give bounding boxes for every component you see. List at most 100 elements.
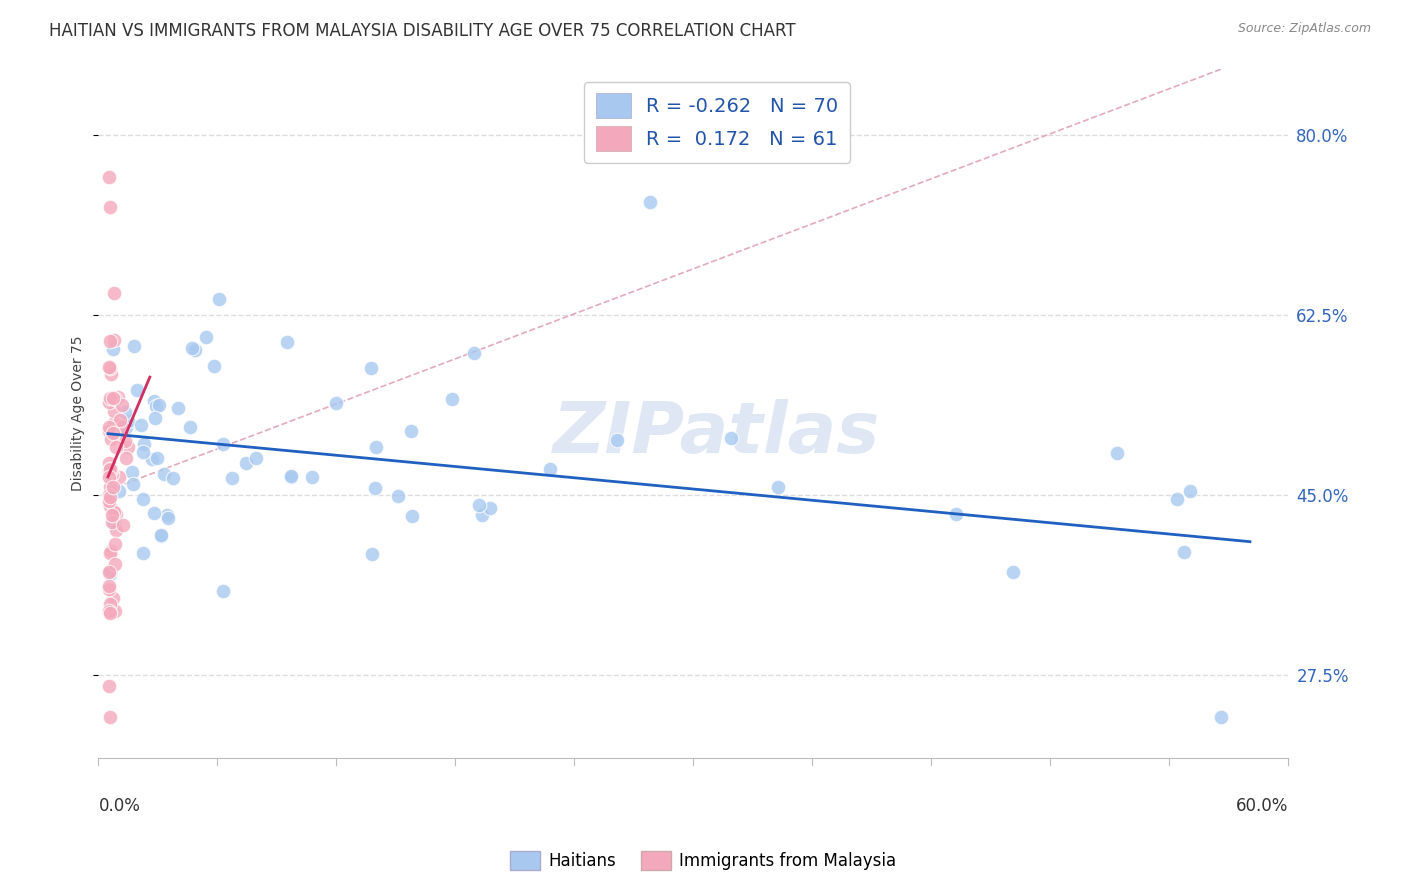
Point: [149, 529, 172, 543]
Point: [100, 467, 122, 482]
Point: [97, 582, 120, 596]
Point: [121, 476, 143, 491]
Point: [211, 437, 233, 451]
Point: [141, 452, 163, 467]
Text: Source: ZipAtlas.com: Source: ZipAtlas.com: [1237, 22, 1371, 36]
Point: [387, 489, 409, 503]
Point: [366, 440, 388, 454]
Point: [157, 511, 180, 525]
Point: [440, 392, 463, 407]
Point: [479, 500, 502, 515]
Point: [101, 508, 124, 523]
Point: [142, 506, 165, 520]
Point: [97, 394, 120, 409]
Point: [97, 359, 120, 374]
Point: [134, 437, 156, 451]
Point: [98, 546, 121, 560]
Point: [97, 579, 120, 593]
Point: [103, 403, 125, 417]
Point: [98, 462, 121, 476]
Point: [606, 434, 628, 448]
Point: [153, 467, 176, 481]
Point: [97, 456, 120, 470]
Point: [361, 547, 384, 561]
Point: [766, 480, 789, 494]
Point: [208, 292, 231, 306]
Point: [100, 544, 122, 558]
Point: [280, 470, 302, 484]
Point: [183, 343, 205, 358]
Point: [108, 413, 131, 427]
Point: [97, 604, 120, 618]
Point: [1001, 565, 1024, 579]
Point: [98, 709, 121, 723]
Point: [181, 341, 204, 355]
Point: [129, 418, 152, 433]
Point: [1166, 491, 1188, 506]
Point: [104, 537, 127, 551]
Point: [463, 345, 485, 359]
Point: [132, 545, 155, 559]
Point: [117, 414, 139, 428]
Point: [98, 490, 121, 504]
Point: [107, 390, 129, 404]
Point: [399, 424, 422, 438]
Point: [148, 398, 170, 412]
Point: [98, 606, 121, 620]
Point: [276, 334, 298, 349]
Point: [114, 434, 136, 448]
Point: [104, 604, 127, 618]
Point: [114, 451, 136, 466]
Point: [105, 523, 128, 537]
Point: [100, 597, 122, 611]
Point: [1173, 545, 1195, 559]
Point: [101, 342, 124, 356]
Text: ZIPatlas: ZIPatlas: [554, 400, 880, 468]
Point: [131, 491, 153, 506]
Point: [97, 565, 120, 579]
Point: [98, 467, 121, 481]
Point: [100, 463, 122, 477]
Point: [98, 334, 121, 348]
Point: [467, 498, 489, 512]
Point: [221, 470, 243, 484]
Point: [166, 401, 188, 416]
Point: [301, 470, 323, 484]
Text: HAITIAN VS IMMIGRANTS FROM MALAYSIA DISABILITY AGE OVER 75 CORRELATION CHART: HAITIAN VS IMMIGRANTS FROM MALAYSIA DISA…: [49, 22, 796, 40]
Point: [104, 508, 127, 522]
Point: [156, 508, 179, 523]
Point: [132, 445, 155, 459]
Point: [325, 395, 347, 409]
Point: [105, 440, 128, 454]
Point: [162, 470, 184, 484]
Point: [101, 391, 124, 405]
Point: [103, 516, 125, 530]
Point: [104, 392, 127, 406]
Point: [720, 431, 742, 445]
Text: 0.0%: 0.0%: [98, 797, 141, 814]
Point: [97, 420, 120, 434]
Point: [364, 481, 387, 495]
Point: [122, 339, 145, 353]
Point: [401, 508, 423, 523]
Point: [360, 360, 382, 375]
Point: [280, 468, 302, 483]
Point: [103, 505, 125, 519]
Point: [100, 367, 122, 381]
Point: [179, 420, 201, 434]
Point: [146, 450, 169, 465]
Point: [111, 397, 134, 411]
Point: [98, 566, 121, 581]
Point: [111, 518, 134, 533]
Legend: R = -0.262   N = 70, R =  0.172   N = 61: R = -0.262 N = 70, R = 0.172 N = 61: [583, 82, 851, 162]
Point: [97, 424, 120, 438]
Point: [108, 484, 131, 499]
Point: [101, 516, 124, 530]
Point: [471, 508, 494, 523]
Point: [194, 330, 217, 344]
Point: [1211, 709, 1233, 723]
Point: [538, 462, 561, 476]
Point: [101, 480, 124, 494]
Point: [103, 591, 125, 606]
Point: [235, 456, 257, 470]
